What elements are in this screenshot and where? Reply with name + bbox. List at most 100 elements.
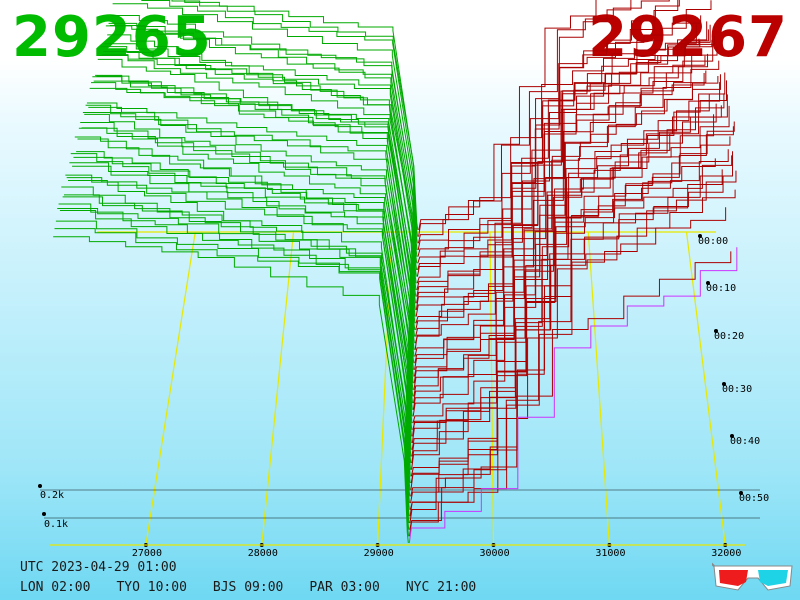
ask-depth-line [418,0,670,237]
time-tick-mark [739,491,743,495]
time-label: 00:00 [698,236,728,247]
ask-depth-line [417,0,597,244]
ask-depth-line [416,73,705,291]
ask-depth-line [410,149,729,477]
bid-depth-line [104,43,417,291]
bid-depth-line [62,196,411,497]
time-tick-mark [698,234,702,238]
depth-tick-mark [42,512,46,516]
ask-depth-line [411,72,726,450]
zone-par: PAR 03:00 [309,580,380,595]
bid-depth-line [112,3,418,251]
bid-depth-line [97,58,416,324]
ask-depth-line [417,38,700,251]
bid-depth-line [105,25,417,284]
ask-depth-line [415,53,709,317]
ask-depth-line [412,74,721,417]
bid-depth-line [73,156,412,444]
grid-line [489,231,495,546]
time-label: 00:50 [739,493,769,504]
time-tick-mark [706,281,710,285]
bid-depth-line [58,203,410,517]
bid-depth-line [80,121,413,410]
time-label: 00:30 [722,384,752,395]
depth-tick-mark [38,484,42,488]
bid-depth-line [66,177,411,477]
timezone-row: LON 02:00 TYO 10:00 BJS 09:00 PAR 03:00 … [20,580,476,595]
3d-glasses-icon[interactable] [712,560,794,594]
bid-depth-line [88,106,415,370]
bid-depth-line [92,76,415,350]
ask-depth-line [408,247,738,544]
bid-depth-line [77,138,413,424]
ask-depth-line [411,93,725,444]
ask-depth-line [411,80,727,464]
bid-depth-line [81,127,414,404]
ask-depth-line [412,169,723,430]
grid-line [685,231,726,546]
x-tick-label: 27000 [132,548,162,559]
bid-depth-line [70,153,412,457]
ask-depth-line [410,105,730,484]
bid-depth-line [93,80,415,344]
time-tick-mark [730,434,734,438]
bid-depth-line [82,112,414,397]
ask-depth-line [413,76,719,397]
bid-depth-line [171,0,419,231]
zone-bjs: BJS 09:00 [212,580,284,595]
time-tick-mark [722,382,726,386]
bid-depth-line [65,174,411,484]
zone-lon: LON 02:00 [20,580,91,595]
depth-label: 0.2k [40,490,64,501]
ask-depth-line [414,114,715,364]
zone-tyo: TYO 10:00 [116,580,187,595]
bid-depth-line [69,162,412,464]
bid-depth-line [53,236,409,544]
bid-depth-line [108,22,418,271]
bid-depth-line [74,136,413,437]
bid-depth-line [89,87,415,364]
depth-label: 0.1k [44,519,68,530]
ask-depth-line [414,0,712,344]
ask-depth-line [410,136,731,490]
bid-depth-line [111,15,418,257]
zone-nyc: NYC 21:00 [405,580,477,595]
bid-depth-line [141,0,418,244]
bid-depth-line [86,102,414,377]
bid-depth-line [184,0,419,237]
bid-depth-line [101,54,417,304]
time-tick-mark [714,329,718,333]
ask-depth-line [411,94,728,470]
bid-depth-line [57,207,410,524]
bid-depth-line [109,24,418,264]
ask-depth-line [415,94,710,331]
grid-line [145,231,196,546]
bid-depth-line [61,186,411,504]
bid-depth-line [99,55,416,317]
bid-depth-line [96,75,416,330]
x-tick-label: 28000 [248,548,278,559]
utc-timestamp: UTC 2023-04-29 01:00 [20,560,177,575]
bid-depth-line [100,46,416,310]
ask-depth-line [411,207,727,457]
bid-depth-line [103,51,417,297]
ask-depth-line [416,0,680,284]
ask-depth-line [414,44,714,357]
bid-depth-line [54,228,410,537]
time-label: 00:40 [730,436,760,447]
bid-depth-line [84,113,414,390]
bid-depth-line [78,127,413,417]
time-label: 00:20 [714,331,744,342]
time-label: 00:10 [706,283,736,294]
x-tick-label: 29000 [364,548,394,559]
bid-depth-line [85,104,414,384]
grid-line [261,231,295,546]
x-tick-label: 31000 [595,548,625,559]
ask-depth-line [414,35,715,370]
x-tick-label: 30000 [479,548,509,559]
ask-depth-line [409,121,735,524]
ask-depth-line [413,158,716,377]
ask-depth-line [409,170,737,537]
ask-price: 29267 [588,5,788,70]
depth-chart: 27000 28000 29000 30000 31000 32000 0.1k 0.2k 00… [38,0,769,559]
